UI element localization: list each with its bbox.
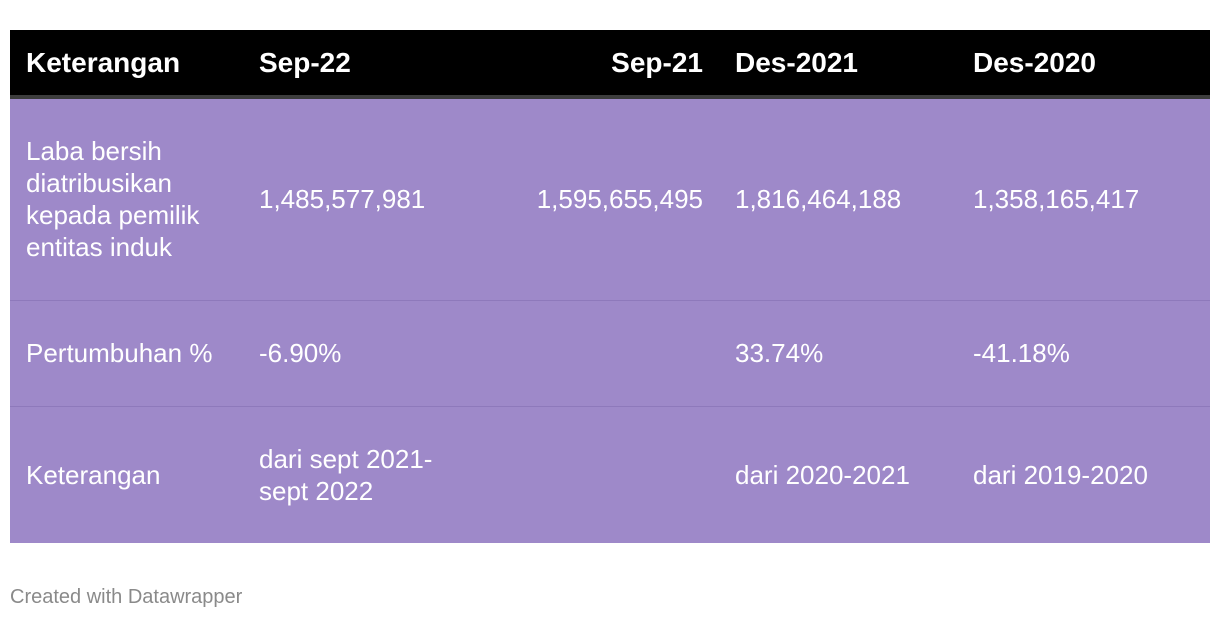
table-cell: 1,816,464,188 — [719, 97, 957, 301]
table-header-row: Keterangan Sep-22 Sep-21 Des-2021 Des-20… — [10, 30, 1210, 99]
table-cell: 33.74% — [719, 300, 957, 407]
table-cell: 1,485,577,981 — [243, 97, 481, 301]
table-row: Keterangan dari sept 2021-sept 2022 dari… — [10, 406, 1210, 543]
column-header-des-2020: Des-2020 — [957, 30, 1210, 99]
table-cell: 1,358,165,417 — [957, 97, 1210, 301]
table-row: Pertumbuhan % -6.90% 33.74% -41.18% — [10, 300, 1210, 407]
data-table-container: Keterangan Sep-22 Sep-21 Des-2021 Des-20… — [10, 30, 1210, 543]
data-table: Keterangan Sep-22 Sep-21 Des-2021 Des-20… — [10, 30, 1210, 543]
row-label-cell: Laba bersih diatribusikan kepada pemilik… — [10, 97, 243, 301]
table-cell: -6.90% — [243, 300, 481, 407]
column-header-sep-21: Sep-21 — [481, 30, 719, 99]
table-cell: -41.18% — [957, 300, 1210, 407]
table-cell: 1,595,655,495 — [481, 97, 719, 301]
row-label-cell: Keterangan — [10, 406, 243, 543]
table-cell: dari 2019-2020 — [957, 406, 1210, 543]
column-header-sep-22: Sep-22 — [243, 30, 481, 99]
table-cell — [481, 406, 719, 543]
table-cell: dari sept 2021-sept 2022 — [243, 406, 481, 543]
table-cell — [481, 300, 719, 407]
table-row: Laba bersih diatribusikan kepada pemilik… — [10, 97, 1210, 301]
column-header-keterangan: Keterangan — [10, 30, 243, 99]
table-cell: dari 2020-2021 — [719, 406, 957, 543]
row-label-cell: Pertumbuhan % — [10, 300, 243, 407]
column-header-des-2021: Des-2021 — [719, 30, 957, 99]
datawrapper-credit: Created with Datawrapper — [10, 586, 243, 608]
